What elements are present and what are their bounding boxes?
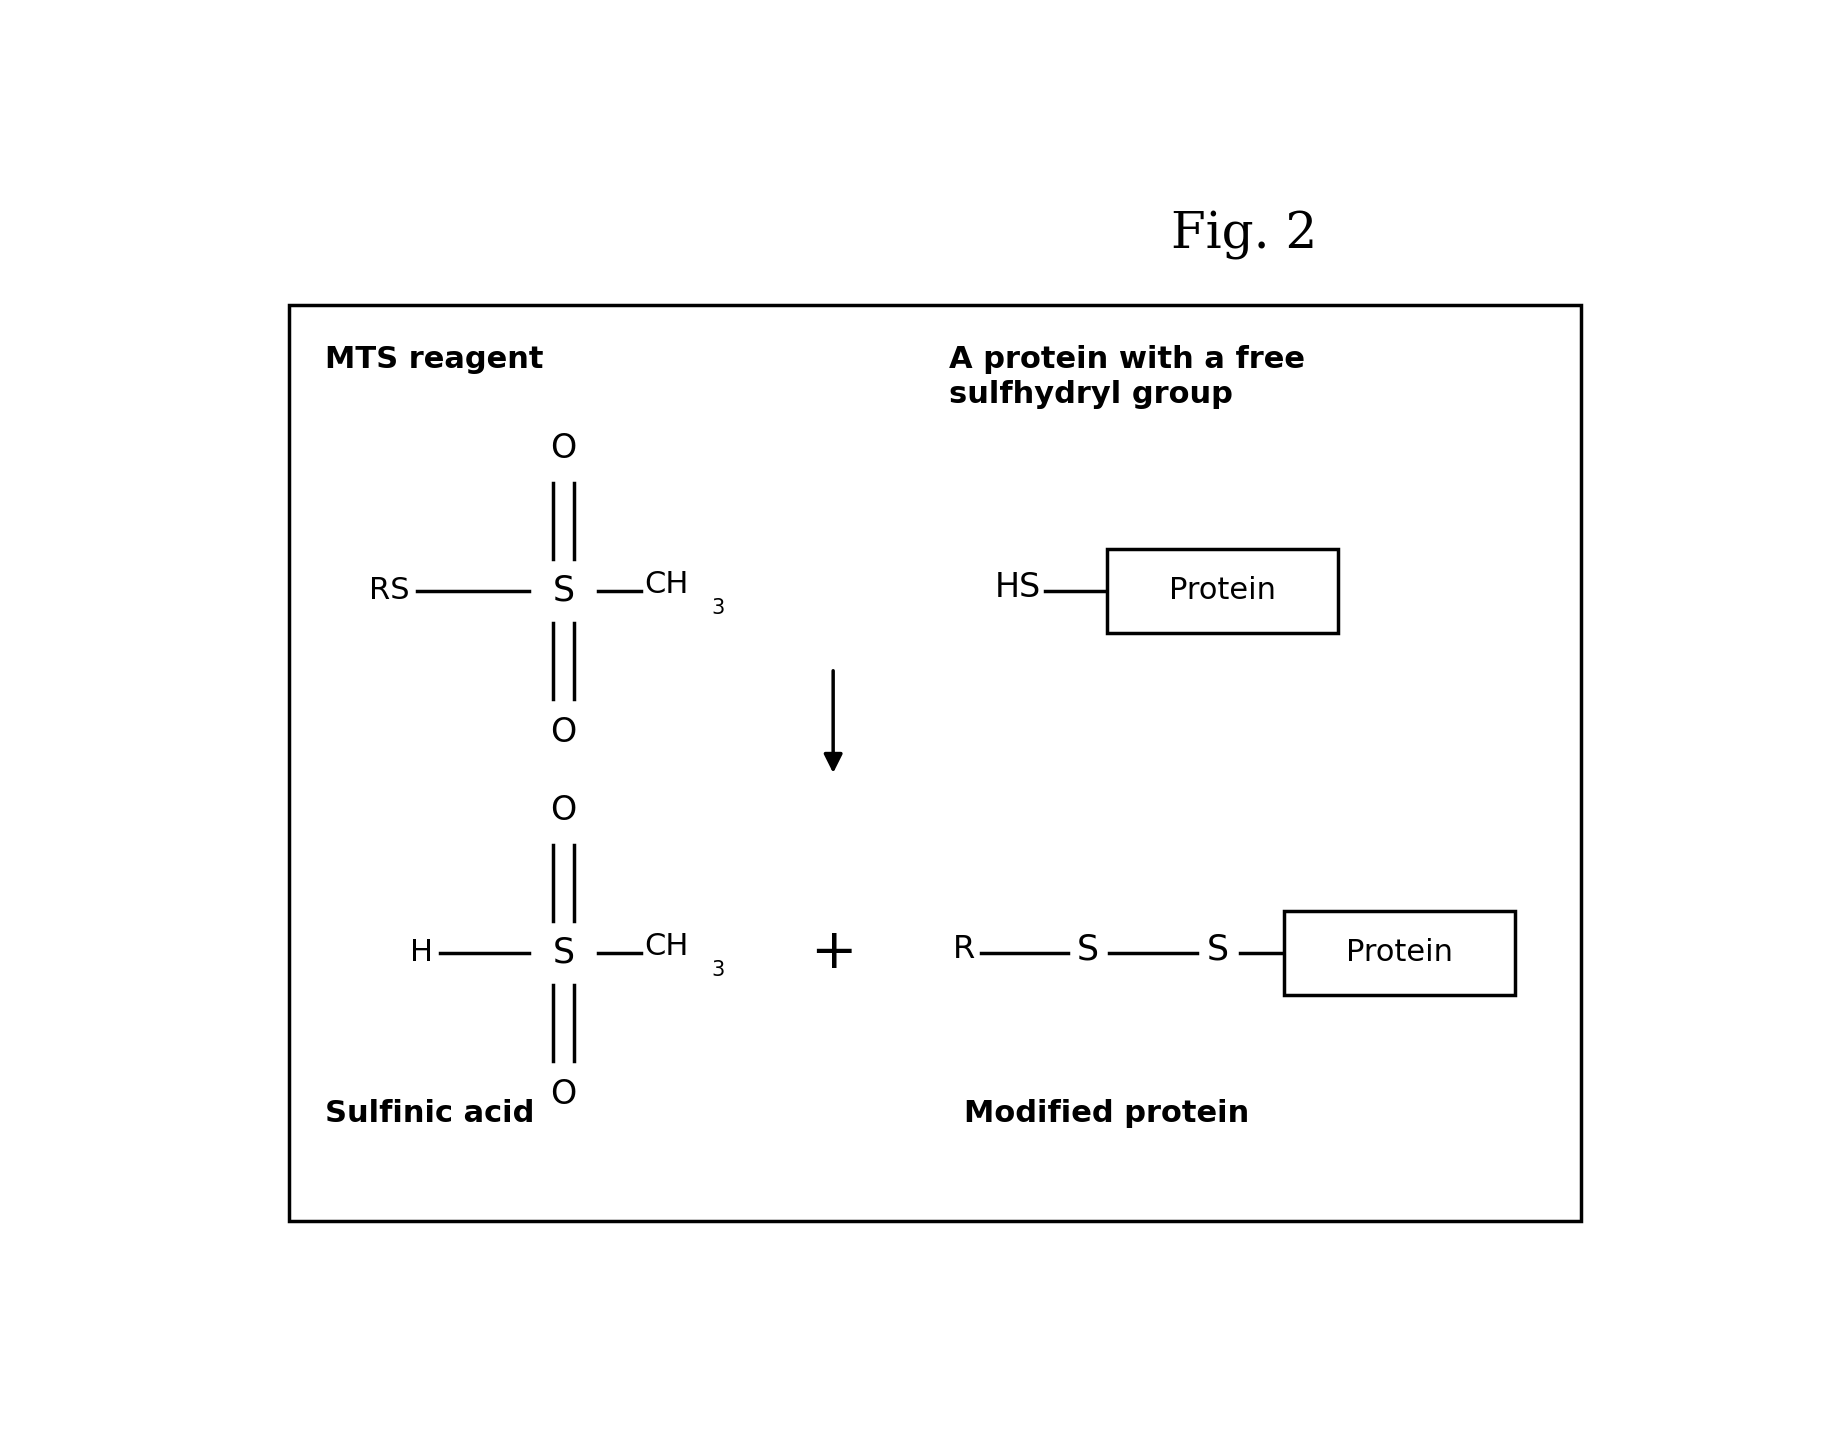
Text: MTS reagent: MTS reagent (324, 344, 543, 374)
Text: O: O (551, 433, 576, 466)
Text: S: S (552, 936, 574, 969)
Text: Sulfinic acid: Sulfinic acid (324, 1098, 534, 1129)
Bar (1283, 911, 1513, 995)
Text: RS: RS (368, 576, 410, 605)
Text: S: S (1076, 932, 1097, 967)
Text: S: S (1207, 932, 1229, 967)
Text: S: S (552, 574, 574, 608)
Text: 3: 3 (711, 598, 724, 618)
Text: A protein with a free
sulfhydryl group: A protein with a free sulfhydryl group (948, 344, 1303, 410)
Text: O: O (551, 794, 576, 827)
Text: +: + (809, 926, 857, 979)
Text: O: O (551, 717, 576, 750)
Bar (288, 304, 1581, 1222)
Text: Protein: Protein (1345, 938, 1451, 968)
Text: O: O (551, 1078, 576, 1111)
Text: CH: CH (644, 571, 689, 599)
Text: H: H (410, 938, 432, 968)
Text: 3: 3 (711, 959, 724, 979)
Text: HS: HS (994, 571, 1041, 604)
Text: Modified protein: Modified protein (964, 1098, 1249, 1129)
Text: Fig. 2: Fig. 2 (1170, 211, 1316, 260)
Bar (1107, 549, 1336, 634)
Text: Protein: Protein (1169, 576, 1274, 605)
Text: R: R (952, 934, 975, 965)
Text: CH: CH (644, 932, 689, 961)
